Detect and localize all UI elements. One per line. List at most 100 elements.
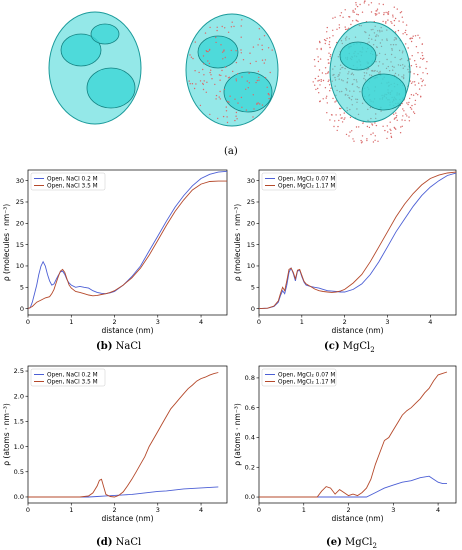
water-dot — [400, 126, 402, 128]
plot-area — [27, 365, 228, 504]
series-line-2 — [28, 180, 227, 310]
water-dot — [350, 23, 352, 26]
water-dot — [312, 81, 314, 83]
water-dot — [317, 75, 320, 77]
protein-helix-b — [361, 73, 407, 111]
y-axis-label: ρ (atoms · nm⁻³) — [233, 403, 242, 466]
protein-helix-b — [86, 67, 136, 109]
water-dot — [259, 103, 261, 105]
water-dot — [261, 44, 263, 46]
water-dot — [324, 67, 327, 69]
water-dot — [357, 20, 359, 23]
water-dot — [411, 104, 413, 107]
water-dot — [318, 40, 321, 43]
water-dot — [203, 74, 205, 76]
water-dot — [414, 60, 416, 62]
water-dot — [407, 103, 409, 106]
water-dot — [405, 29, 407, 32]
water-dot — [355, 4, 357, 6]
x-tick-label: 4 — [436, 506, 440, 514]
water-dot — [326, 31, 328, 33]
water-dot — [327, 80, 329, 83]
water-dot — [401, 125, 403, 127]
water-dot — [366, 138, 368, 140]
water-dot — [390, 129, 392, 132]
water-dot — [225, 110, 228, 112]
water-dot — [222, 58, 224, 60]
water-dot — [352, 138, 354, 140]
water-dot — [366, 125, 369, 128]
water-dot — [397, 29, 400, 32]
water-dot — [236, 118, 238, 120]
water-dot — [216, 29, 218, 32]
protein-render-3 — [312, 0, 429, 144]
water-dot — [387, 13, 389, 15]
water-dot — [395, 128, 397, 130]
water-dot — [421, 54, 424, 57]
water-dot — [328, 43, 330, 46]
water-dot — [314, 65, 316, 67]
water-dot — [412, 111, 415, 113]
chart-panel-c: 0 1 2 3 4 0 5 10 15 20 25 30 distance (nm) ρ (molecul… — [233, 169, 457, 354]
water-dot — [405, 43, 407, 45]
water-dot — [390, 136, 393, 139]
water-dot — [219, 79, 221, 81]
water-dot — [426, 61, 428, 63]
water-dot — [393, 19, 396, 22]
y-tick-label: 20 — [247, 220, 255, 228]
water-dot — [415, 46, 418, 48]
water-dot — [327, 59, 329, 61]
water-dot — [421, 58, 424, 60]
water-dot — [221, 69, 223, 72]
water-dot — [219, 98, 221, 100]
water-dot — [252, 46, 255, 48]
water-dot — [390, 21, 392, 23]
water-dot — [269, 71, 271, 74]
water-dot — [349, 131, 351, 133]
water-dot — [421, 80, 423, 83]
water-dot — [386, 125, 388, 127]
panel-caption: (c) MgCl2 — [324, 341, 375, 354]
water-dot — [387, 11, 390, 13]
water-dot — [227, 77, 230, 79]
water-dot — [402, 108, 404, 110]
water-dot — [328, 84, 331, 86]
caption-label: (c) — [324, 341, 340, 352]
water-dot — [375, 14, 377, 16]
y-tick-label: 5 — [251, 283, 255, 291]
panel-caption: (e) MgCl2 — [326, 537, 377, 550]
legend-entry: Open, MgCl₂ 0.07 M — [278, 373, 335, 379]
water-dot — [318, 79, 320, 81]
water-dot — [313, 59, 316, 61]
water-dot — [409, 106, 412, 109]
water-dot — [363, 2, 365, 4]
water-dot — [228, 101, 230, 103]
water-dot — [372, 141, 375, 143]
water-dot — [339, 107, 341, 110]
x-tick-label: 4 — [428, 318, 432, 326]
y-tick-label: 10 — [16, 262, 24, 270]
water-dot — [240, 96, 243, 99]
water-dot — [229, 95, 231, 97]
water-dot — [335, 114, 337, 116]
legend-box — [261, 172, 337, 191]
water-dot — [401, 119, 403, 121]
y-tick-label: 30 — [247, 177, 255, 185]
water-dot — [348, 135, 350, 137]
water-dot — [314, 84, 316, 86]
water-dot — [318, 92, 320, 94]
water-dot — [355, 19, 357, 21]
panel-caption: (d) NaCl — [96, 537, 141, 548]
water-dot — [370, 133, 372, 136]
water-dot — [218, 74, 221, 76]
legend-entry: Open, MgCl₂ 1.17 M — [278, 380, 335, 386]
water-dot — [406, 115, 408, 117]
water-dot — [215, 94, 218, 97]
water-dot — [316, 48, 318, 50]
water-dot — [338, 24, 340, 26]
water-dot — [391, 22, 393, 24]
water-dot — [413, 73, 415, 75]
water-dot — [410, 40, 413, 43]
water-dot — [202, 68, 204, 71]
y-tick-label: 15 — [16, 241, 24, 249]
